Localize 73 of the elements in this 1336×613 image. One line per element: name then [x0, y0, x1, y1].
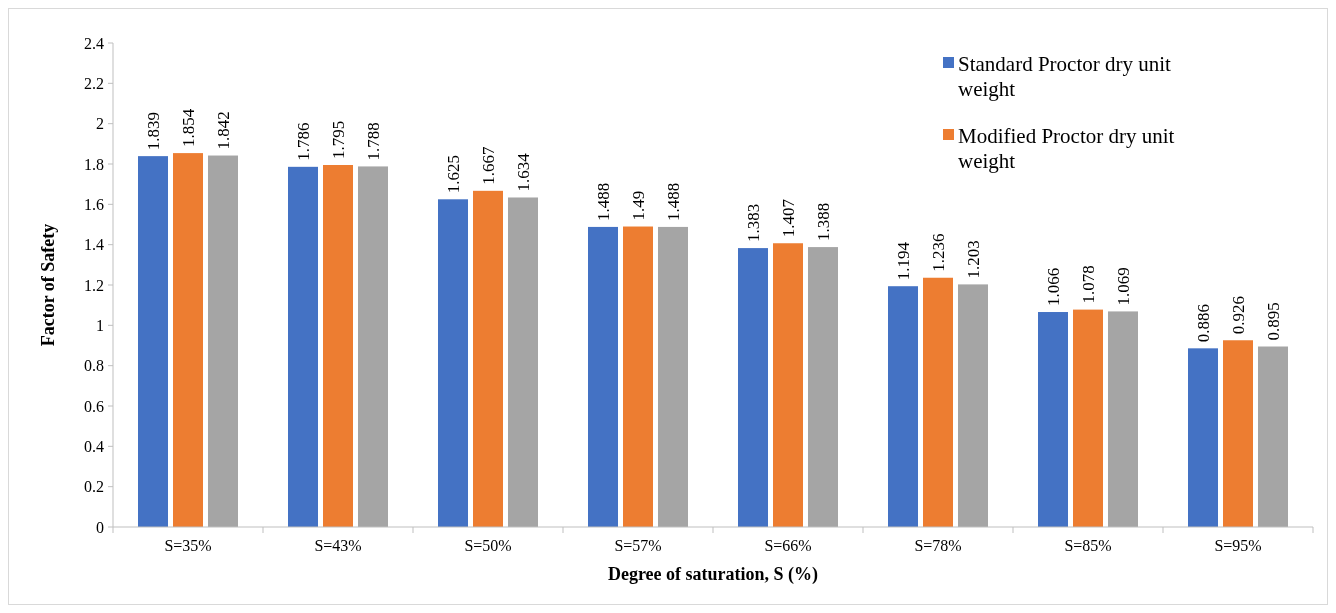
y-tick-label: 2.4 — [84, 34, 104, 52]
x-axis-title: Degree of saturation, S (%) — [607, 564, 819, 585]
data-label: 1.066 — [1044, 267, 1063, 307]
x-tick-label: S=43% — [314, 537, 362, 554]
y-tick-label: 1.8 — [84, 155, 104, 173]
y-tick-label: 1.2 — [84, 276, 104, 294]
data-label: 1.839 — [144, 111, 163, 151]
data-label: 1.795 — [329, 120, 348, 160]
y-tick-label: 1 — [96, 316, 104, 334]
data-label: 1.203 — [964, 240, 983, 279]
y-tick-label: 1.6 — [84, 195, 104, 213]
data-label: 1.634 — [514, 152, 533, 192]
x-tick-label: S=66% — [764, 537, 812, 554]
bar — [658, 226, 688, 527]
x-tick-label: S=85% — [1064, 537, 1112, 554]
bar — [773, 243, 803, 527]
bar — [208, 155, 238, 527]
x-tick-label: S=95% — [1214, 537, 1262, 554]
bar — [888, 286, 918, 527]
data-label: 1.854 — [179, 108, 198, 148]
x-tick-label: S=35% — [164, 537, 212, 554]
y-tick-label: 0.6 — [84, 397, 104, 415]
data-label: 1.786 — [294, 122, 313, 161]
data-label: 1.49 — [629, 190, 648, 221]
bar — [1188, 348, 1218, 527]
bar — [323, 165, 353, 527]
data-label: 0.895 — [1264, 302, 1283, 341]
data-label: 1.078 — [1079, 265, 1098, 304]
x-tick-label: S=78% — [914, 537, 962, 554]
y-tick-label: 1.4 — [84, 236, 104, 254]
data-label: 0.886 — [1194, 304, 1213, 343]
bar — [358, 166, 388, 527]
bar — [1073, 309, 1103, 527]
bar — [438, 199, 468, 527]
legend-label: Standard Proctor dry unit weight — [958, 51, 1172, 101]
y-tick-label: 2.2 — [84, 74, 104, 92]
data-label: 1.194 — [894, 241, 913, 281]
y-axis-title: Factor of Safety — [38, 223, 58, 347]
bar — [588, 226, 618, 527]
data-label: 1.788 — [364, 122, 383, 161]
data-label: 1.388 — [814, 202, 833, 242]
data-label: 0.926 — [1229, 296, 1248, 335]
bar — [1108, 311, 1138, 527]
bar — [1223, 340, 1253, 527]
x-tick-label: S=57% — [614, 537, 662, 554]
data-label: 1.488 — [594, 182, 613, 221]
data-label: 1.488 — [664, 182, 683, 221]
bar — [173, 153, 203, 527]
data-label: 1.236 — [929, 233, 948, 272]
bar — [808, 247, 838, 527]
data-label: 1.667 — [479, 146, 498, 185]
bar — [1258, 346, 1288, 527]
data-label: 1.383 — [744, 203, 763, 243]
bar — [923, 277, 953, 527]
data-label: 1.842 — [214, 111, 233, 150]
data-label: 1.069 — [1114, 267, 1133, 306]
bar — [473, 190, 503, 527]
bar — [623, 226, 653, 527]
legend-label: Modified Proctor dry unit weight — [958, 123, 1175, 173]
bar — [138, 156, 168, 527]
y-tick-label: 2 — [96, 115, 104, 133]
data-label: 1.407 — [779, 198, 798, 238]
bar — [738, 248, 768, 527]
y-tick-label: 0.2 — [84, 478, 104, 496]
bar — [958, 284, 988, 527]
y-tick-label: 0.8 — [84, 357, 104, 375]
bar — [1038, 312, 1068, 527]
data-label: 1.625 — [444, 155, 463, 194]
x-tick-label: S=50% — [464, 537, 512, 554]
y-tick-label: 0 — [96, 518, 104, 536]
y-tick-label: 0.4 — [84, 437, 104, 455]
bar — [508, 197, 538, 527]
bar — [288, 166, 318, 527]
